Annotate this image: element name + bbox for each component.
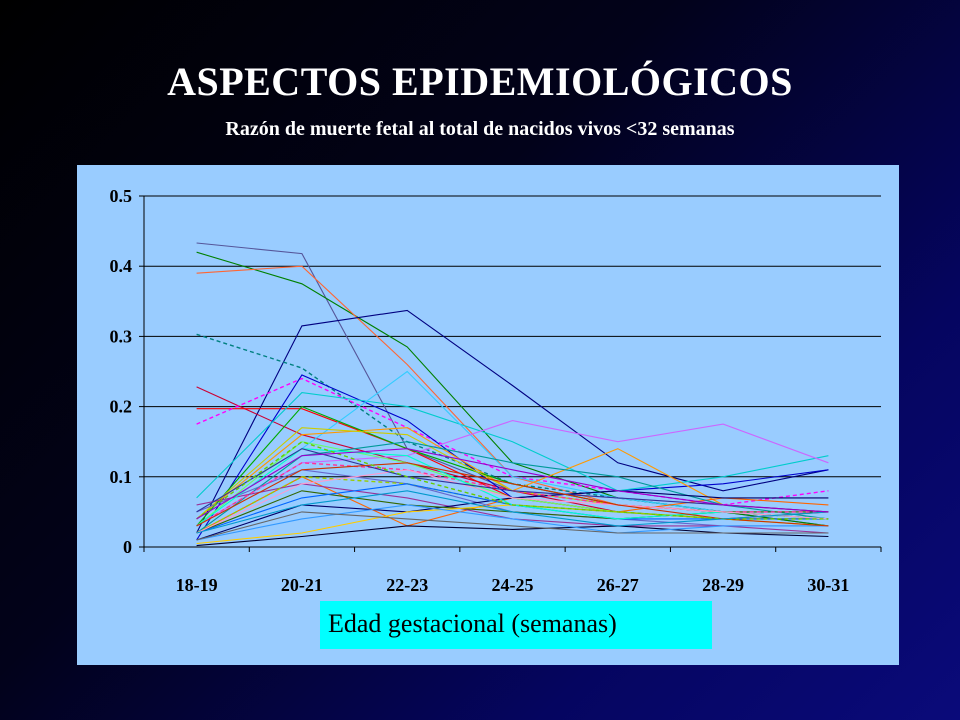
series-line-36 (196, 448, 829, 520)
x-tick-label: 18-19 (176, 575, 218, 595)
y-tick-label: 0.2 (110, 397, 133, 417)
y-tick-label: 0.4 (110, 256, 133, 276)
series-line-10 (196, 392, 829, 499)
series-line-8 (196, 377, 829, 506)
slide-title: ASPECTOS EPIDEMIOLÓGICOS (167, 59, 793, 104)
series-line-29 (196, 511, 829, 541)
x-tick-label: 24-25 (492, 575, 534, 595)
x-tick-labels: 18-19 20-21 22-23 24-25 26-27 28-29 30-31 (176, 575, 850, 595)
series-line-35 (196, 490, 829, 534)
gridlines (144, 195, 881, 478)
series-line-4 (196, 309, 829, 534)
x-tick-label: 28-29 (702, 575, 744, 595)
axes (139, 195, 882, 552)
x-tick-label: 26-27 (597, 575, 639, 595)
series-line-32 (196, 448, 829, 513)
y-tick-label: 0.1 (110, 467, 133, 487)
y-tick-labels: 0 0.1 0.2 0.3 0.4 0.5 (110, 186, 133, 557)
x-tick-label: 20-21 (281, 575, 323, 595)
y-tick-label: 0 (123, 537, 132, 557)
series-line-11 (196, 370, 829, 520)
y-tick-label: 0.3 (110, 326, 133, 346)
series-line-33 (196, 462, 829, 527)
series-line-25 (196, 504, 829, 541)
slide-subtitle: Razón de muerte fetal al total de nacido… (225, 118, 735, 140)
series-line-26 (196, 462, 829, 527)
x-axis-title: Edad gestacional (semanas) (328, 609, 617, 638)
series-line-3 (196, 265, 829, 520)
x-tick-label: 22-23 (386, 575, 428, 595)
series-line-24 (196, 525, 829, 547)
x-tick-label: 30-31 (807, 575, 849, 595)
line-chart: 0 0.1 0.2 0.3 0.4 0.5 18-19 20-21 22-23 24-25 26-… (110, 186, 882, 595)
series-line-2 (196, 251, 829, 527)
y-tick-label: 0.5 (110, 186, 133, 206)
chart-panel: 0 0.1 0.2 0.3 0.4 0.5 18-19 20-21 22-23 24-25 26-… (77, 165, 899, 665)
series-line-31 (196, 469, 829, 534)
x-axis-title-box: Edad gestacional (semanas) (320, 601, 712, 649)
series-lines (196, 242, 829, 547)
